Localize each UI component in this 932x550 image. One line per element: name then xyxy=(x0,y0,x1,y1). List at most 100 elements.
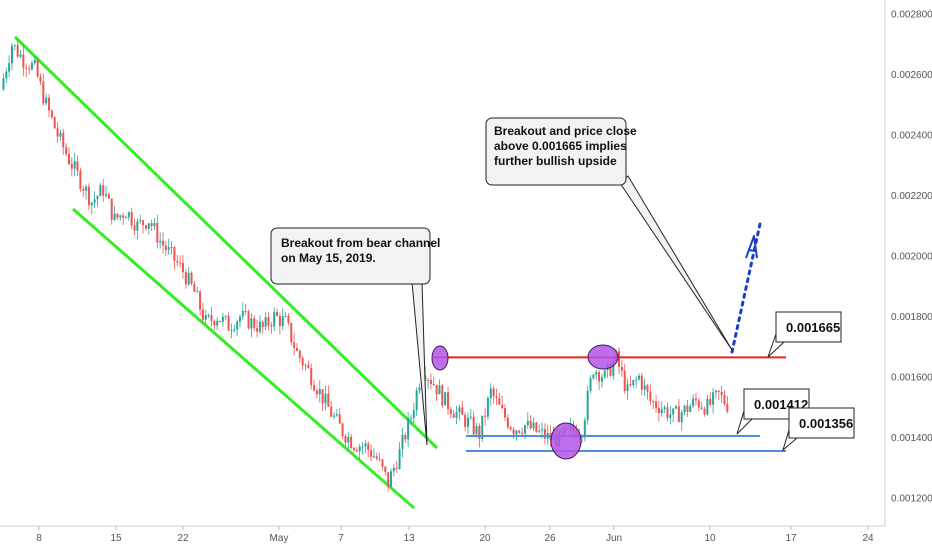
candle-body xyxy=(378,458,381,460)
candle-body xyxy=(529,420,532,429)
candle-body xyxy=(717,390,720,392)
candle-body xyxy=(361,446,364,448)
candle-body xyxy=(133,225,136,231)
candle-body xyxy=(264,317,267,328)
candle-body xyxy=(5,71,8,79)
candle-body xyxy=(56,128,59,137)
candle-body xyxy=(273,312,276,327)
candle-body xyxy=(22,54,25,68)
candle-body xyxy=(341,423,344,437)
x-tick-label: 10 xyxy=(704,533,716,544)
price-scale-labels: 0.002800 0.002600 0.002400 0.002200 0.00… xyxy=(891,10,932,505)
candle-body xyxy=(318,389,321,395)
candle-body xyxy=(464,414,467,427)
x-tick-label: 15 xyxy=(110,533,122,544)
candle-body xyxy=(230,330,233,332)
candle-body xyxy=(683,405,686,413)
candle-body xyxy=(30,63,33,70)
resistance-label-text: 0.001665 xyxy=(786,320,840,335)
y-tick-label: 0.002600 xyxy=(891,70,932,81)
candle-body xyxy=(321,389,324,404)
candle-body xyxy=(53,117,56,129)
candle-body xyxy=(515,430,518,435)
candle-body xyxy=(538,430,541,432)
x-tick-label: May xyxy=(270,533,289,544)
candle-body xyxy=(25,67,28,69)
candle-body xyxy=(179,262,182,264)
candle-body xyxy=(370,450,373,458)
breakout-callout-pointer xyxy=(411,281,428,446)
bullish-callout-text: Breakout and price close xyxy=(494,124,637,138)
candle-body xyxy=(720,391,723,395)
candle-body xyxy=(315,390,318,395)
candle-body xyxy=(504,408,507,418)
y-tick-label: 0.001400 xyxy=(891,433,932,444)
candle-body xyxy=(96,196,99,200)
candle-body xyxy=(392,467,395,472)
candle-body xyxy=(429,380,432,384)
candle-body xyxy=(543,429,546,439)
candle-body xyxy=(173,247,176,261)
candle-body xyxy=(663,407,666,410)
candle-body xyxy=(330,406,333,417)
grid xyxy=(38,13,889,530)
candle-body xyxy=(623,370,626,392)
candle-body xyxy=(390,471,393,487)
candle-body xyxy=(113,213,116,220)
candle-body xyxy=(324,393,327,404)
candle-body xyxy=(398,448,401,469)
candle-body xyxy=(620,366,623,371)
candle-body xyxy=(127,212,130,218)
candle-body xyxy=(592,374,595,379)
y-tick-label: 0.002200 xyxy=(891,191,932,202)
candle-body xyxy=(478,426,481,440)
candle-body xyxy=(298,350,301,359)
resistance-label-box xyxy=(775,311,842,343)
resistance-test-highlight xyxy=(587,344,619,370)
channel-lower-line xyxy=(72,207,415,510)
candle-body xyxy=(672,408,675,415)
price-scale xyxy=(885,0,932,526)
candle-body xyxy=(281,316,284,327)
candle-body xyxy=(110,198,113,220)
candle-body xyxy=(221,316,224,322)
candle-body xyxy=(247,311,250,329)
projection-arrowhead-icon xyxy=(745,235,758,259)
candle-body xyxy=(2,78,5,90)
candle-body xyxy=(655,401,658,408)
candle-body xyxy=(253,318,256,329)
candle-body xyxy=(284,315,287,317)
candle-body xyxy=(59,132,62,137)
candle-body xyxy=(432,383,435,385)
candle-body xyxy=(8,63,11,72)
candle-body xyxy=(435,384,438,395)
candle-body xyxy=(164,245,167,250)
candle-body xyxy=(689,405,692,412)
candle-body xyxy=(603,370,606,378)
candle-body xyxy=(210,315,213,322)
candle-body xyxy=(144,225,147,229)
candle-body xyxy=(176,260,179,263)
candle-body xyxy=(139,220,142,222)
channel-upper-line xyxy=(13,35,439,450)
candle-body xyxy=(666,407,669,418)
candle-body xyxy=(646,385,649,392)
candle-body xyxy=(481,415,484,440)
candle-body xyxy=(250,318,253,329)
bullish-callout-text: further bullish upside xyxy=(494,154,617,168)
candle-body xyxy=(700,407,703,409)
candle-body xyxy=(518,430,521,433)
candle-body xyxy=(586,390,589,421)
candle-body xyxy=(276,312,279,317)
candle-body xyxy=(335,414,338,416)
candle-body xyxy=(287,315,290,324)
candle-body xyxy=(196,291,199,293)
candle-body xyxy=(709,398,712,405)
candle-body xyxy=(150,223,153,227)
candle-body xyxy=(256,328,259,332)
candle-body xyxy=(375,456,378,459)
candle-body xyxy=(19,54,22,57)
candle-body xyxy=(407,418,410,440)
bullish-callout-box xyxy=(485,117,627,186)
